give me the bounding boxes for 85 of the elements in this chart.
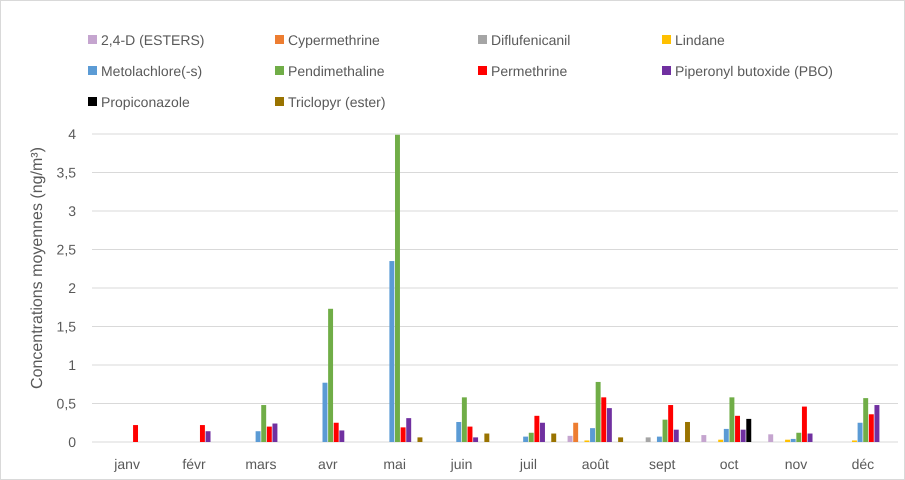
bar	[328, 308, 334, 442]
bar	[389, 261, 394, 442]
bar	[662, 420, 668, 442]
bar	[668, 405, 674, 442]
y-tick-label: 0	[68, 434, 76, 450]
bar	[674, 430, 679, 442]
bar	[701, 435, 706, 442]
bar	[272, 424, 278, 442]
bar	[395, 134, 400, 442]
x-tick-label: mai	[383, 456, 406, 472]
x-tick-label: déc	[852, 456, 874, 472]
legend-label: 2,4-D (ESTERS)	[101, 32, 204, 48]
bar	[523, 436, 528, 442]
bar	[796, 432, 802, 442]
bar	[606, 408, 612, 442]
bar	[790, 438, 796, 442]
bar	[484, 434, 490, 442]
legend-label: Propiconazole	[101, 94, 190, 110]
bar	[808, 434, 813, 442]
bar	[596, 382, 601, 442]
bar	[568, 436, 573, 442]
bar	[400, 427, 406, 442]
bar	[468, 426, 472, 442]
bar	[590, 428, 595, 442]
x-tick-label: nov	[784, 456, 808, 472]
y-tick-label: 3,5	[56, 164, 76, 180]
bar	[868, 414, 874, 442]
bar	[339, 430, 344, 442]
bar	[656, 436, 662, 442]
bar	[133, 425, 138, 442]
bar	[802, 406, 807, 442]
bar	[724, 428, 729, 442]
bar	[462, 397, 467, 442]
bar	[334, 422, 339, 442]
legend-label: Pendimethaline	[288, 62, 385, 79]
y-tick-label: 3	[68, 202, 76, 219]
y-tick-label: 2	[68, 280, 76, 296]
x-tick-label: août	[582, 456, 610, 472]
bar	[863, 398, 868, 442]
x-tick-label: juil	[518, 456, 538, 472]
x-tick-label: juin	[450, 456, 472, 472]
bar	[746, 418, 752, 442]
x-tick-label: oct	[720, 456, 739, 472]
y-tick-label: 2,5	[56, 241, 76, 258]
bar	[740, 430, 746, 442]
y-tick-label: 1,5	[56, 318, 76, 334]
y-axis-title: Concentrations moyennes (ng/m³)	[29, 147, 46, 389]
bar	[768, 434, 774, 442]
bar	[261, 405, 266, 442]
bar	[618, 437, 624, 442]
bar	[406, 418, 412, 442]
bar	[456, 422, 462, 442]
legend-label: Cypermethrine	[288, 32, 380, 48]
y-tick-label: 1	[68, 356, 76, 373]
legend-label: Diflufenicanil	[491, 32, 570, 48]
bar	[322, 382, 328, 442]
bar	[534, 416, 540, 442]
bar	[266, 426, 272, 442]
bar	[256, 431, 261, 442]
bar	[685, 422, 690, 442]
legend-label: Lindane	[675, 32, 726, 48]
bar	[473, 437, 478, 442]
bar	[735, 416, 740, 442]
y-tick-label: 0,5	[56, 395, 76, 412]
x-tick-label: janv	[113, 456, 140, 472]
legend-label: Piperonyl butoxide (PBO)	[675, 62, 833, 79]
bar	[729, 397, 734, 442]
bar	[417, 437, 422, 442]
legend-label: Permethrine	[491, 62, 568, 79]
bar	[858, 422, 863, 442]
bar	[646, 437, 651, 442]
x-tick-label: avr	[318, 456, 338, 472]
legend-label: Metolachlore(-s)	[101, 62, 202, 79]
bar	[206, 431, 211, 442]
bar	[200, 425, 205, 442]
legend-label: Triclopyr (ester)	[288, 94, 386, 110]
x-tick-label: févr	[182, 456, 206, 472]
x-tick-label: mars	[245, 456, 276, 472]
bar	[573, 422, 578, 442]
bar	[540, 422, 545, 442]
bar	[601, 397, 606, 442]
bar	[874, 405, 880, 442]
y-tick-label: 4	[68, 126, 76, 142]
bar	[551, 434, 556, 442]
x-tick-label: sept	[648, 456, 676, 472]
